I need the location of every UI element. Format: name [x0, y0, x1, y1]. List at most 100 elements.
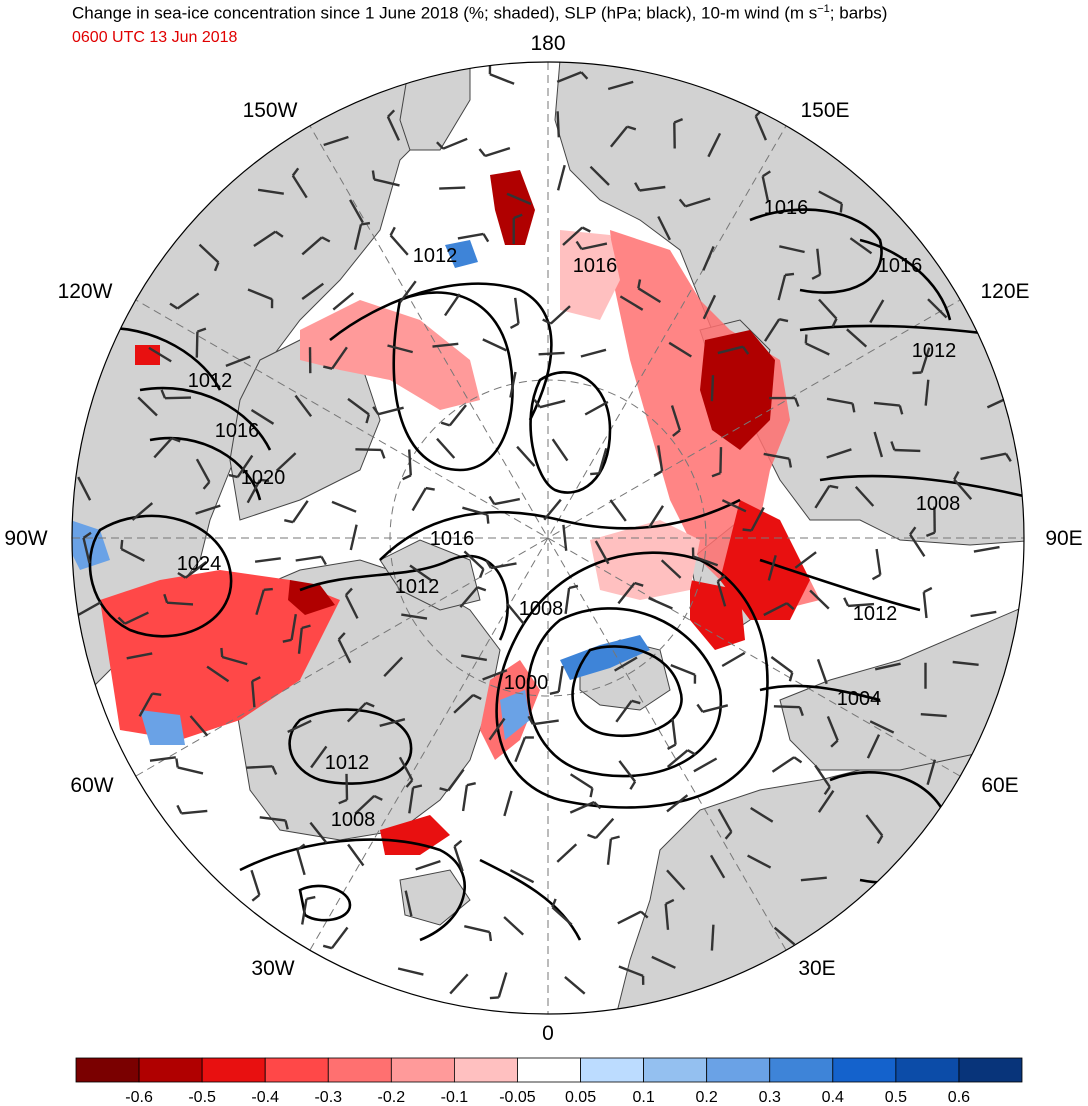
- wind-barb: [657, 215, 671, 241]
- wind-barb: [770, 656, 794, 674]
- wind-barb-flag: [175, 758, 179, 768]
- wind-barb-flag: [371, 170, 376, 180]
- wind-barb: [198, 243, 220, 264]
- wind-barb-flag: [274, 230, 284, 238]
- wind-barb: [569, 801, 595, 814]
- wind-barb: [849, 237, 873, 255]
- wind-barb-flag: [590, 472, 600, 476]
- isobar-label: 1012: [413, 245, 458, 267]
- isobar-pole-ring: [529, 371, 612, 494]
- wind-barb: [291, 174, 308, 199]
- isobar-1008-north-atlantic: [239, 838, 466, 942]
- wind-barb-flag: [909, 526, 917, 536]
- wind-barb: [482, 669, 508, 681]
- wind-barb: [818, 298, 838, 320]
- wind-barb: [259, 816, 286, 822]
- wind-barb-flag: [589, 788, 594, 798]
- wind-barb: [331, 346, 348, 370]
- wind-barb: [124, 611, 149, 625]
- wind-barb-flag: [389, 226, 396, 236]
- wind-barb: [251, 681, 256, 708]
- wind-barb: [773, 705, 800, 709]
- wind-barb-flag: [160, 389, 167, 399]
- wind-barb: [866, 734, 881, 759]
- wind-barb-flag: [829, 484, 839, 489]
- wind-barb: [447, 768, 465, 792]
- wind-barb: [349, 199, 364, 224]
- wind-barb: [754, 115, 768, 141]
- wind-barb: [556, 843, 578, 863]
- wind-barb: [489, 73, 515, 85]
- wind-barb: [595, 817, 615, 839]
- wind-barb: [532, 719, 559, 726]
- wind-barb: [444, 293, 461, 317]
- wind-barb-flag: [811, 273, 821, 280]
- wind-barb: [463, 550, 485, 570]
- wind-barb: [167, 601, 194, 606]
- chart-title-tail: ; barbs): [829, 3, 888, 23]
- wind-barb-flag: [485, 559, 493, 569]
- wind-barb: [805, 342, 830, 356]
- wind-barb: [771, 756, 795, 773]
- wind-barb: [409, 564, 432, 582]
- wind-barb-flag: [778, 318, 789, 323]
- ice-gain-fram: [500, 690, 530, 740]
- wind-barb: [816, 658, 828, 685]
- wind-barb-flag: [784, 272, 795, 277]
- wind-barb-flag: [360, 221, 371, 226]
- wind-barb: [462, 506, 488, 516]
- wind-barb-flag: [380, 449, 386, 459]
- wind-barb-flag: [788, 458, 793, 468]
- wind-barb: [660, 559, 682, 579]
- wind-barb-flag: [527, 715, 534, 725]
- wind-barb-flag: [259, 478, 270, 483]
- wind-barb: [873, 431, 884, 458]
- wind-barb: [619, 295, 644, 311]
- wind-barb: [716, 580, 727, 607]
- wind-barb-flag: [794, 397, 800, 407]
- colorbar-tick-label: -0.4: [251, 1089, 279, 1106]
- wind-barb: [594, 540, 610, 565]
- lon-label-30w: 30W: [251, 957, 294, 980]
- wind-barb-flag: [610, 835, 620, 841]
- wind-barb: [750, 806, 774, 823]
- wind-barb-flag: [271, 765, 278, 775]
- wind-barb-flag: [509, 322, 520, 329]
- isobar-1016-siberia: [749, 208, 883, 294]
- wind-barb: [922, 591, 928, 619]
- isobar-label: 1008: [331, 809, 376, 831]
- wind-barb: [763, 452, 790, 460]
- colorbar-swatch: [517, 1057, 581, 1083]
- wind-barb-flag: [284, 519, 294, 524]
- wind-barb: [503, 916, 525, 936]
- wind-barb: [442, 137, 468, 150]
- wind-barb-flag: [177, 571, 187, 579]
- wind-barb: [970, 610, 997, 618]
- wind-barb: [818, 190, 843, 205]
- wind-barb: [569, 773, 594, 790]
- wind-barb: [543, 498, 562, 521]
- wind-barb: [149, 756, 176, 762]
- wind-barb: [666, 749, 689, 768]
- graticule: [72, 62, 1024, 1014]
- wind-barb: [448, 404, 467, 427]
- wind-barb: [973, 545, 1000, 553]
- wind-barb: [664, 903, 670, 930]
- wind-barb-flag: [667, 743, 677, 750]
- isobar-label: 1012: [325, 752, 370, 774]
- wind-barb: [613, 656, 638, 672]
- colorbar-tick-label: 0.3: [759, 1089, 781, 1106]
- wind-barb: [794, 551, 817, 569]
- wind-barb: [671, 718, 677, 745]
- wind-barb-flag: [665, 898, 675, 905]
- longitude-labels: 180 150W 150E 120W 120E 90W 90E 60W 60E …: [4, 32, 1082, 1045]
- wind-barb: [255, 589, 265, 616]
- wind-barb: [488, 717, 506, 741]
- wind-barb-flag: [228, 473, 238, 479]
- wind-barb-flag: [282, 638, 292, 643]
- wind-barb: [398, 756, 414, 781]
- wind-barb-flag: [220, 647, 224, 658]
- wind-barb: [494, 497, 521, 506]
- wind-barb: [874, 662, 901, 671]
- parallel-80n: [389, 379, 707, 697]
